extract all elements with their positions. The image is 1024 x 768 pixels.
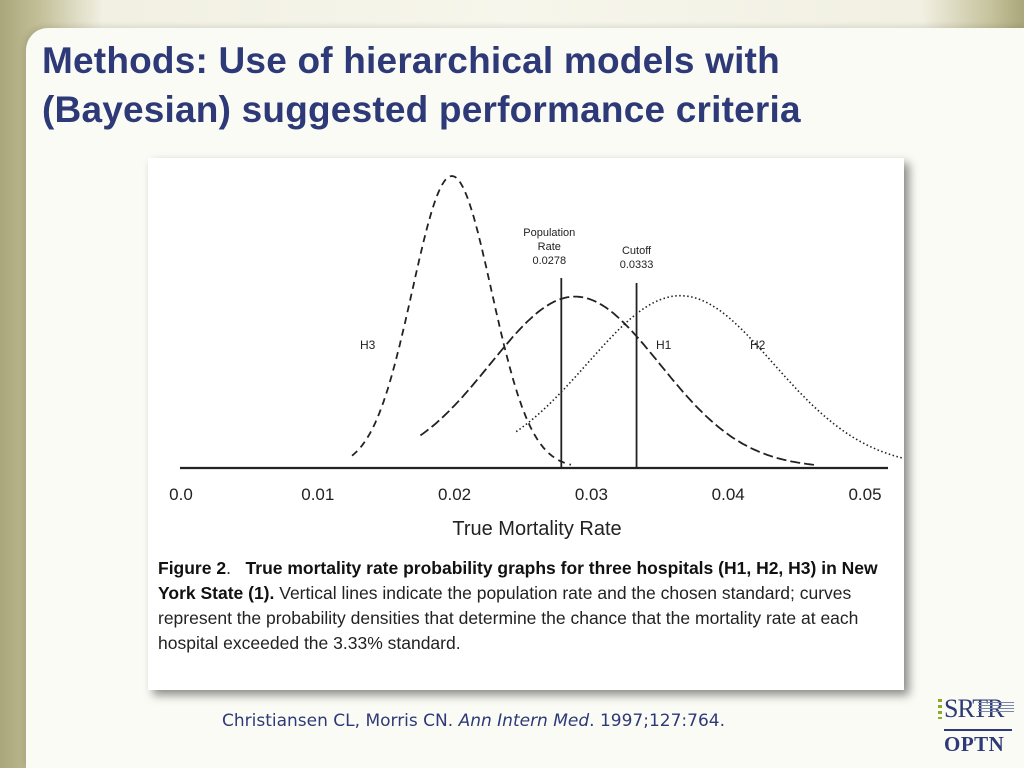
series-curve-h1	[419, 295, 818, 466]
citation-authors: Christiansen CL, Morris CN.	[222, 711, 459, 731]
reference-line-label: 0.0278	[532, 255, 566, 267]
citation-journal: Ann Intern Med	[458, 711, 590, 731]
citation-rest: . 1997;127:764.	[589, 711, 725, 731]
series-curves	[351, 175, 904, 466]
optn-wordmark: OPTN	[944, 732, 1005, 756]
x-tick-label: 0.03	[575, 485, 608, 504]
slide-title: Methods: Use of hierarchical models with…	[42, 36, 1002, 134]
reference-line-label: 0.0333	[620, 259, 654, 271]
x-tick-label: 0.0	[169, 485, 193, 504]
figure-image: Population Rate 0.0278 Cutoff 0.0333 0.0 0.01…	[148, 158, 904, 690]
series-curve-h2	[515, 294, 904, 460]
x-tick-label: 0.01	[301, 485, 334, 504]
caption-label: Figure 2	[158, 558, 227, 578]
series-label-h3: H3	[360, 338, 376, 352]
reference-line-label: Cutoff	[622, 245, 652, 257]
caption-text: Vertical lines indicate the population r…	[158, 583, 859, 653]
density-chart: Population Rate 0.0278 Cutoff 0.0333 0.0 0.01…	[169, 175, 904, 540]
title-line-2: (Bayesian) suggested performance criteri…	[42, 89, 801, 130]
caption-bold-text: True mortality rate probability graphs f…	[158, 558, 878, 603]
x-tick-label: 0.04	[712, 485, 745, 504]
logo-subtext-icon	[978, 702, 1014, 714]
x-axis-label: True Mortality Rate	[452, 518, 621, 540]
series-label-h2: H2	[750, 338, 766, 352]
citation: Christiansen CL, Morris CN. Ann Intern M…	[222, 711, 725, 731]
reference-line-label: Population	[523, 227, 575, 239]
x-tick-labels: 0.0 0.01 0.02 0.03 0.04 0.05	[169, 485, 881, 504]
srtr-optn-logo: SRTR OPTN	[938, 694, 1018, 760]
logo-dots-icon	[938, 699, 942, 719]
caption-label-punct: .	[226, 558, 231, 578]
logo-divider	[944, 729, 1012, 731]
title-line-1: Methods: Use of hierarchical models with	[42, 40, 780, 81]
series-label-h1: H1	[656, 338, 672, 352]
figure-caption: Figure 2. True mortality rate probabilit…	[158, 556, 894, 656]
x-tick-label: 0.02	[438, 485, 471, 504]
x-tick-label: 0.05	[848, 485, 881, 504]
series-curve-h3	[351, 175, 572, 466]
reference-lines: Population Rate 0.0278 Cutoff 0.0333	[523, 227, 653, 468]
reference-line-label: Rate	[538, 241, 561, 253]
